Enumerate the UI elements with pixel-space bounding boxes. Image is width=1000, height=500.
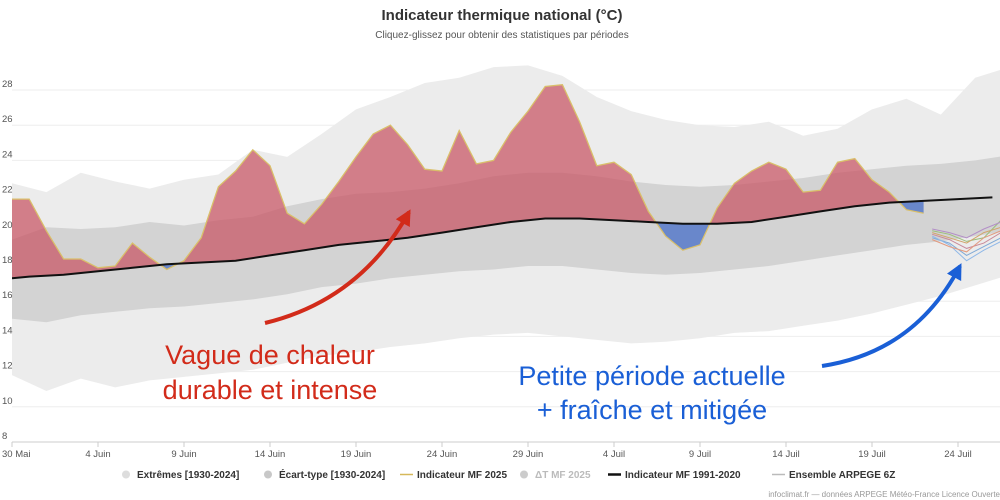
annotation-arrow-current [821,263,962,368]
ensemble-member-line [932,221,1000,239]
ensemble-member-line [932,220,1000,242]
y-tick-label: 26 [2,114,13,125]
y-tick-label: 10 [2,396,13,407]
x-tick-label: 19 Juin [341,449,372,460]
legend-label: Écart-type [1930-2024] [279,468,385,481]
y-tick-label: 12 [2,361,13,372]
legend-label: Extrêmes [1930-2024] [137,470,239,481]
x-tick-label: 4 Juin [85,449,110,460]
x-tick-label: 24 Juil [944,449,971,460]
legend-label: ΔT MF 2025 [535,470,591,481]
x-tick-label: 4 Juil [603,449,625,460]
mf2025-line[interactable] [12,84,924,271]
x-tick-label: 30 Mai [2,449,31,460]
legend-item[interactable]: Indicateur MF 2025 [400,470,507,481]
legend-swatch [520,470,528,479]
x-tick-label: 19 Juil [858,449,885,460]
annotation-current-line-2: + fraîche et mitigée [537,395,767,425]
warm-anomaly-area [12,199,162,279]
ensemble-arpege-lines [931,220,1000,262]
x-tick-label: 24 Juin [427,449,458,460]
annotation-heatwave-line-1: Vague de chaleur [165,340,375,370]
y-tick-label: 20 [2,220,13,231]
legend-label: Indicateur MF 2025 [417,470,507,481]
legend-item[interactable]: Indicateur MF 1991-2020 [608,470,741,481]
x-tick-label: 9 Juin [171,449,196,460]
chart-subtitle: Cliquez-glissez pour obtenir des statist… [375,30,628,41]
y-tick-label: 14 [2,325,13,336]
ensemble-member-line [932,227,1000,244]
credit: infoclimat.fr — données ARPEGE Météo-Fra… [768,490,1000,499]
legend: Extrêmes [1930-2024] Écart-type [1930-202… [122,468,895,481]
ensemble-member-line [931,235,1000,262]
legend-swatch [264,470,272,479]
legend-label: Ensemble ARPEGE 6Z [789,470,895,481]
normal-1991-2020-line[interactable] [12,196,993,280]
legend-item[interactable]: Ensemble ARPEGE 6Z [772,470,895,481]
chart-title: Indicateur thermique national (°C) [381,7,622,24]
legend-item[interactable]: ΔT MF 2025 [520,470,591,481]
ensemble-member-line [932,230,1000,253]
annotation-heatwave: Vague de chaleur durable et intense [163,340,378,405]
y-tick-label: 18 [2,255,13,266]
annotation-current-line-1: Petite période actuelle [518,361,785,391]
legend-item[interactable]: Écart-type [1930-2024] [264,468,385,481]
annotation-heatwave-line-2: durable et intense [163,375,378,405]
cool-anomaly-area [655,221,711,251]
legend-swatch [122,470,130,479]
x-tick-label: 14 Juin [255,449,286,460]
y-tick-label: 28 [2,79,13,90]
cool-anomaly-area [897,200,924,214]
annotation-arrow-heatwave [264,209,411,325]
y-tick-label: 22 [2,185,13,196]
y-tick-label: 8 [2,431,7,442]
x-axis: 30 Mai 4 Juin 9 Juin 14 Juin 19 Juin 24 Juin 2… [2,442,972,460]
annotation-current: Petite période actuelle + fraîche et mit… [518,361,785,425]
ensemble-member-line [932,237,1000,256]
legend-item[interactable]: Extrêmes [1930-2024] [122,470,239,481]
y-tick-label: 16 [2,290,13,301]
y-tick-label: 24 [2,149,13,160]
x-tick-label: 9 Juil [689,449,711,460]
x-tick-label: 14 Juil [772,449,799,460]
x-tick-label: 29 Juin [513,449,544,460]
y-axis: 8 10 12 14 16 18 20 22 24 26 28 [2,79,13,442]
legend-label: Indicateur MF 1991-2020 [625,470,741,481]
ensemble-member-line [932,232,1000,249]
